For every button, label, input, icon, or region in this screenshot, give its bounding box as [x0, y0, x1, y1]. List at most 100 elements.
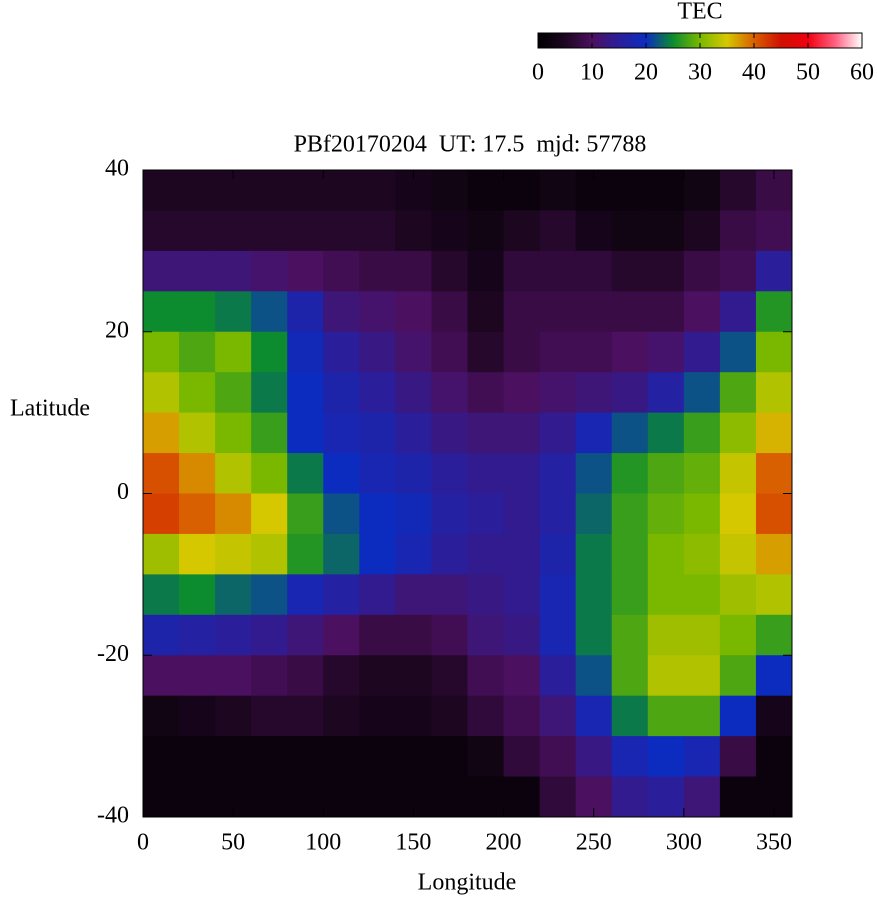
heat-cell [251, 210, 288, 252]
heat-cell [359, 412, 396, 454]
heat-cell [395, 372, 432, 414]
heat-cell [395, 250, 432, 292]
heat-cell [647, 533, 685, 575]
x-axis-label: Longitude [418, 870, 517, 896]
heat-cell [359, 533, 396, 575]
y-tick-label: -20 [97, 641, 129, 667]
heat-cell [755, 695, 793, 737]
heat-cell [287, 170, 324, 211]
heat-cell [755, 574, 793, 616]
heat-cell [575, 655, 613, 697]
heat-cell [683, 655, 721, 697]
heat-cell [755, 372, 793, 414]
heat-cell [575, 372, 613, 414]
heat-cell [647, 776, 685, 818]
heat-cell [647, 453, 685, 494]
heat-cell [503, 250, 541, 292]
heat-cell [611, 493, 649, 535]
heat-cell [287, 291, 324, 333]
heat-cell [755, 533, 793, 575]
colorbar-tick-label: 50 [796, 60, 820, 86]
heat-cell [287, 533, 324, 575]
heat-cell [503, 776, 541, 818]
heat-cell [179, 170, 216, 211]
y-tick-label: 20 [105, 317, 129, 343]
heat-cell [503, 574, 541, 616]
colorbar-tick-label: 20 [634, 60, 658, 86]
heat-cell [395, 533, 432, 575]
heat-cell [431, 412, 468, 454]
heat-cell [215, 533, 252, 575]
heat-cell [215, 655, 252, 697]
heat-cell [323, 695, 360, 737]
heat-cell [143, 291, 180, 333]
heat-cell [467, 493, 505, 535]
heat-cell [395, 412, 432, 454]
heat-cell [287, 695, 324, 737]
heat-cell [323, 170, 360, 211]
heat-cell [611, 372, 649, 414]
heat-cell [431, 574, 468, 616]
y-tick-label: 0 [117, 479, 129, 505]
heat-cell [719, 250, 757, 292]
heat-cell [323, 574, 360, 616]
heat-cell [143, 453, 180, 494]
heat-cell [755, 291, 793, 333]
heat-cell [359, 210, 396, 252]
heat-cell [503, 736, 541, 778]
heat-cell [179, 331, 216, 373]
colorbar-tick-label: 0 [532, 60, 544, 86]
heat-cell [251, 655, 288, 697]
colorbar-label: TEC [677, 0, 722, 25]
heat-cell [503, 453, 541, 494]
colorbar-tick-label: 40 [742, 60, 766, 86]
heat-cell [287, 776, 324, 818]
heat-cell [467, 614, 505, 656]
heat-cell [539, 291, 577, 333]
heat-cell [755, 331, 793, 373]
heat-cell [467, 250, 505, 292]
heat-cell [431, 453, 468, 494]
heat-cell [395, 695, 432, 737]
heat-cell [467, 574, 505, 616]
heat-cell [467, 291, 505, 333]
heat-cell [503, 493, 541, 535]
heat-cell [395, 331, 432, 373]
heat-cell [287, 331, 324, 373]
heat-cell [323, 250, 360, 292]
heat-cell [143, 412, 180, 454]
heat-cell [323, 776, 360, 818]
heat-cell [143, 250, 180, 292]
heat-cell [323, 372, 360, 414]
heat-cell [539, 614, 577, 656]
heat-cell [143, 574, 180, 616]
heat-cell [539, 776, 577, 818]
heat-cell [143, 736, 180, 778]
heat-cell [539, 412, 577, 454]
heat-cell [611, 736, 649, 778]
heat-cell [719, 695, 757, 737]
heat-cell [359, 372, 396, 414]
heat-cell [539, 493, 577, 535]
heat-cell [431, 170, 468, 211]
heat-cell [467, 412, 505, 454]
heat-cell [575, 291, 613, 333]
heat-cell [287, 574, 324, 616]
heat-cell [683, 614, 721, 656]
heat-cell [575, 695, 613, 737]
heat-cell [611, 614, 649, 656]
heat-cell [719, 210, 757, 252]
heat-cell [323, 655, 360, 697]
heat-cell [395, 655, 432, 697]
heat-cell [539, 533, 577, 575]
heat-cell [575, 736, 613, 778]
heat-cell [395, 210, 432, 252]
heat-cell [503, 170, 541, 211]
heat-cell [647, 331, 685, 373]
heat-cell [755, 210, 793, 252]
heat-cell [431, 210, 468, 252]
chart-title: PBf20170204 UT: 17.5 mjd: 57788 [294, 132, 647, 158]
heat-cell [143, 614, 180, 656]
heat-cell [251, 776, 288, 818]
heat-cell [179, 574, 216, 616]
